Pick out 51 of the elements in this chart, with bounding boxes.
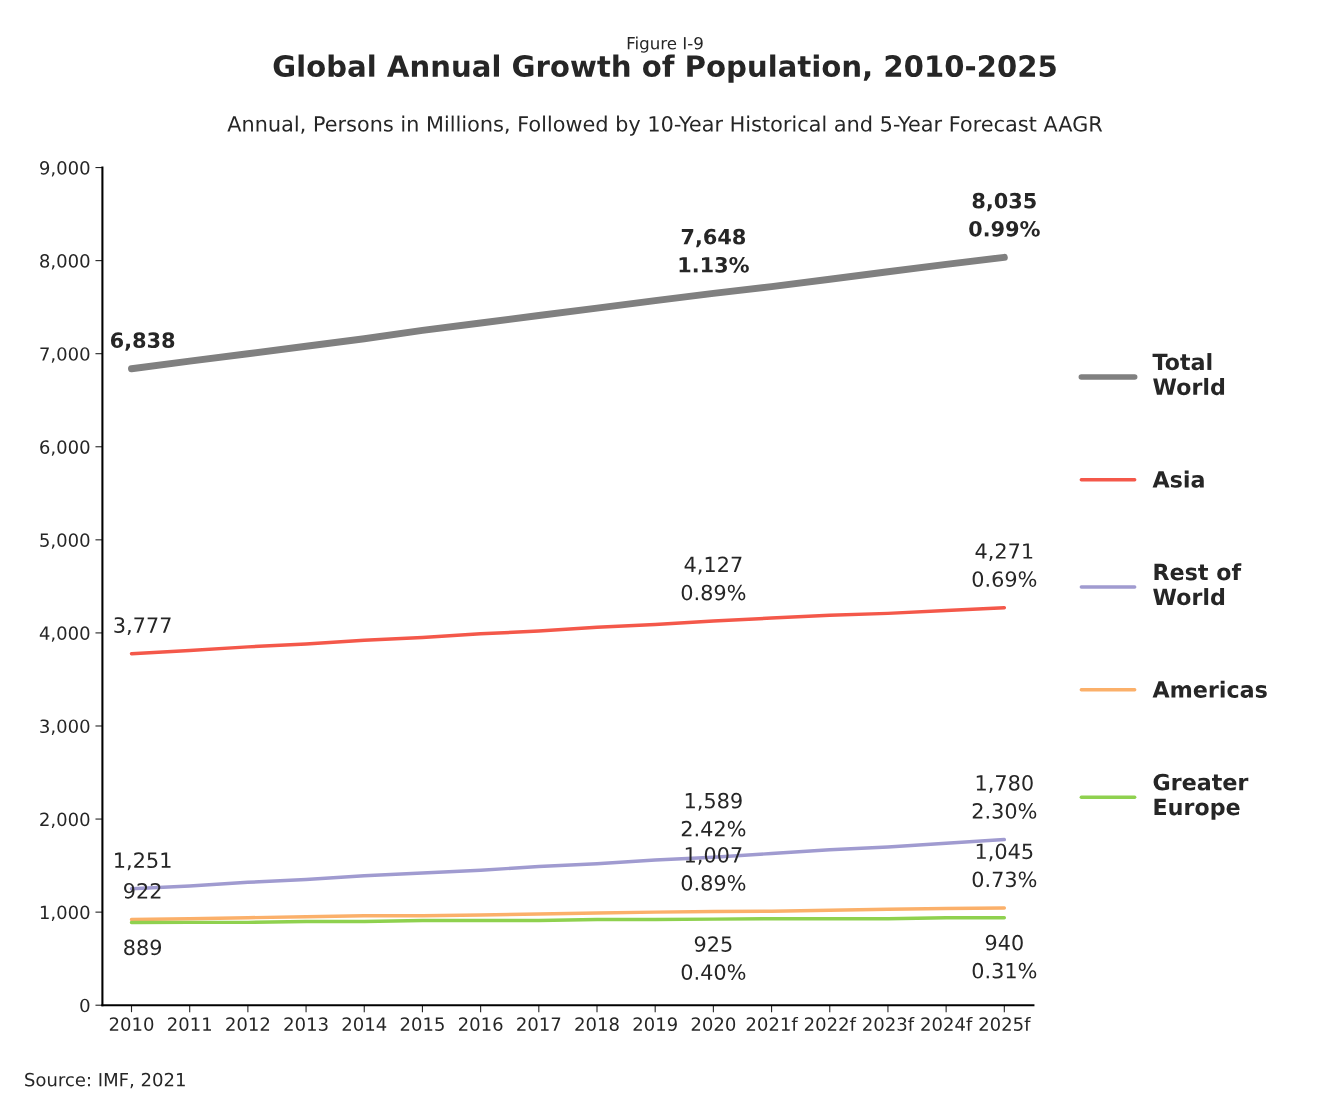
y-tick-label: 4,000 [39,626,90,642]
data-label: 4,271 0.69% [972,543,1037,587]
x-tick-label: 2017 [517,1017,561,1031]
data-label: 1,780 2.30% [972,775,1037,819]
y-tick-label: 0 [80,998,90,1013]
chart-title: Global Annual Growth of Population, 2010-2025 [273,54,1056,83]
x-tick-label: 2016 [458,1017,503,1031]
data-label: 7,648 1.13% [679,228,749,273]
y-tick-label: 3,000 [40,719,90,735]
x-tick-label: 2010 [109,1017,154,1031]
y-tick-label: 9,000 [40,160,90,177]
x-tick-label: 2012 [226,1017,270,1031]
data-label: 4,127 0.89% [681,556,746,601]
data-label: 1,007 0.89% [681,846,746,891]
y-tick-label: 8,000 [40,254,90,270]
data-label: 925 0.40% [681,936,746,980]
y-tick-label: 6,000 [40,440,90,456]
legend-label: Americas [1152,680,1267,698]
data-label: 940 0.31% [972,934,1037,979]
x-tick-label: 2011 [168,1017,211,1031]
x-tick-label: 2020 [691,1017,736,1031]
x-tick-label: 2024f [921,1017,973,1031]
y-tick-label: 5,000 [40,533,90,549]
x-tick-label: 2015 [400,1017,444,1031]
data-label: 8,035 0.99% [969,192,1040,237]
source-note: Source: IMF, 2021 [25,1072,185,1089]
data-label: 1,045 0.73% [972,843,1037,888]
text: Figure I-9 [627,36,703,53]
y-tick-label: 1,000 [40,905,90,922]
x-tick-label: 2021f [746,1017,799,1031]
y-tick-label: 7,000 [40,347,90,363]
x-tick-label: 2022f [804,1017,857,1031]
legend-label: Greater Europe [1153,773,1249,820]
x-tick-label: 2023f [863,1017,915,1031]
y-tick-label: 2,000 [40,812,90,829]
line-series [129,906,1007,922]
chart-subtitle: Annual, Persons in Millions, Followed by 10-Year Historical and 5-Year Forecast AAGR [227,115,1103,136]
x-tick-label: 2019 [633,1017,677,1031]
x-tick-label: 2018 [575,1017,619,1031]
data-label: 6,838 [110,332,175,351]
data-label: 1,589 2.42% [681,792,746,837]
data-label: 1,251 [115,852,171,871]
legend-label: Rest of World [1153,563,1242,606]
data-label: 889 [124,939,162,956]
x-tick-label: 2025f [979,1017,1031,1031]
data-label: 922 [124,882,161,899]
legend-label: Asia [1152,470,1204,488]
x-tick-label: 2014 [342,1017,387,1031]
legend-label: Total World [1152,353,1225,396]
data-label: 3,777 [114,617,171,636]
x-tick-label: 2013 [284,1017,328,1031]
